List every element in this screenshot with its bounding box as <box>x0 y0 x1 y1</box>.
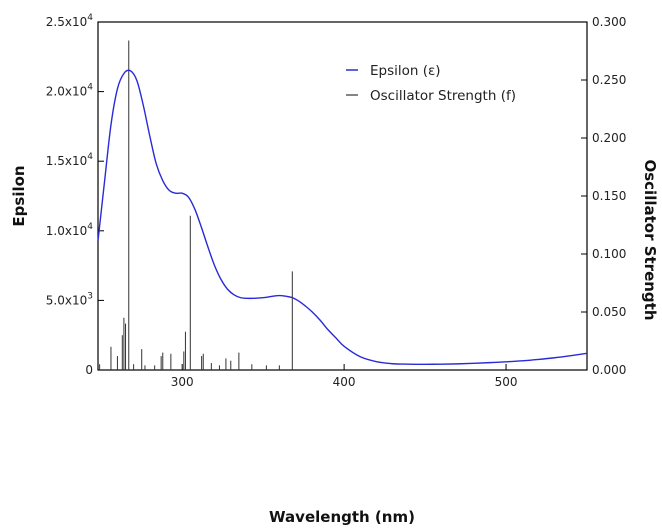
legend: Epsilon (ε) Oscillator Strength (f) <box>346 63 516 104</box>
legend-label-epsilon: Epsilon (ε) <box>370 63 441 79</box>
x-tick-label: 300 <box>171 375 194 389</box>
left-y-tick-label: 5.0x103 <box>46 291 93 307</box>
right-y-tick-label: 0.200 <box>592 131 626 145</box>
left-y-axis-ticks: 0 5.0x103 1.0x104 1.5x104 2.0x104 2.5x104 <box>46 13 104 377</box>
x-axis-title: Wavelength (nm) <box>269 508 415 526</box>
x-tick-label: 400 <box>333 375 356 389</box>
left-y-tick-label: 0 <box>85 363 93 377</box>
x-tick-label: 500 <box>495 375 518 389</box>
right-y-tick-label: 0.000 <box>592 363 626 377</box>
right-y-axis-ticks: 0.000 0.050 0.100 0.150 0.200 0.250 0.300 <box>581 15 626 377</box>
plot-frame <box>97 21 588 371</box>
left-y-tick-label: 1.5x104 <box>46 152 93 168</box>
right-y-tick-label: 0.150 <box>592 189 626 203</box>
left-y-tick-label: 2.0x104 <box>46 83 93 99</box>
x-axis-ticks: 300 400 500 <box>171 364 518 389</box>
right-y-tick-label: 0.250 <box>592 73 626 87</box>
right-y-axis-title: Oscillator Strength <box>641 159 659 320</box>
left-y-tick-label: 1.0x104 <box>46 222 93 238</box>
legend-label-oscillator: Oscillator Strength (f) <box>370 88 516 104</box>
epsilon-curve-group <box>97 69 588 365</box>
epsilon-curve <box>97 69 588 365</box>
left-y-axis-title: Epsilon <box>10 165 28 226</box>
right-y-tick-label: 0.300 <box>592 15 626 29</box>
right-y-tick-label: 0.050 <box>592 305 626 319</box>
right-y-tick-label: 0.100 <box>592 247 626 261</box>
left-y-tick-label: 2.5x104 <box>46 13 93 29</box>
oscillator-strength-sticks <box>99 40 293 370</box>
